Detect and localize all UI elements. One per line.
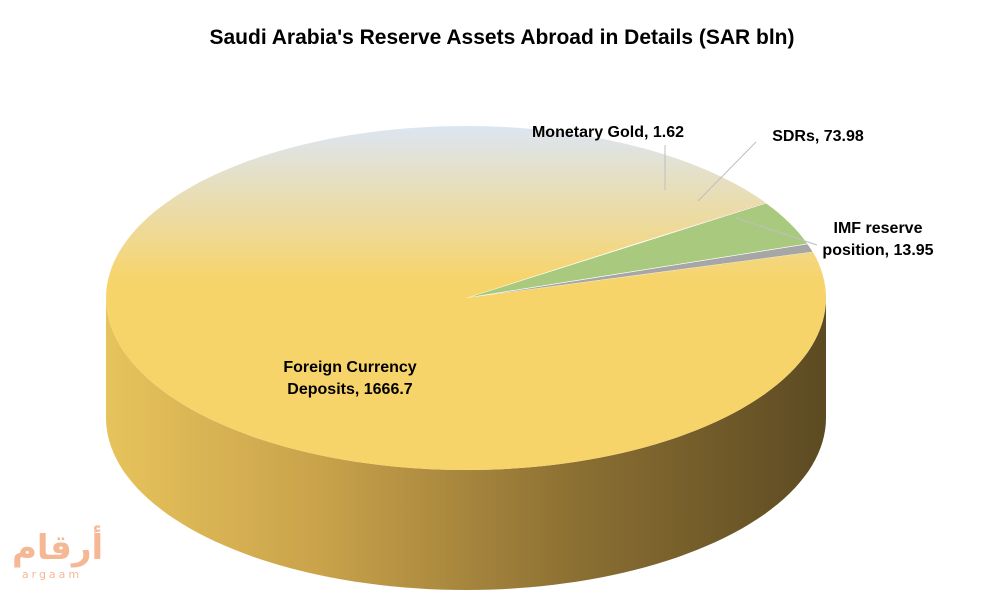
data-label-monetary-gold: Monetary Gold, 1.62 — [532, 124, 684, 141]
logo-latin-text: argaam — [21, 568, 83, 581]
pie-slice-sdrs — [465, 202, 809, 299]
data-label-line: SDRs, 73.98 — [772, 128, 864, 145]
data-label-foreign-currency-deposits: Foreign Currency Deposits, 1666.7 — [283, 359, 416, 398]
data-label-sdrs: SDRs, 73.98 — [772, 128, 864, 145]
data-label-line: IMF reserve — [834, 220, 923, 237]
data-label-line: Monetary Gold, 1.62 — [532, 124, 684, 141]
logo-arabic-text: أرقام — [12, 528, 104, 568]
pie-side-wall — [106, 298, 826, 590]
pie-slice-foreign-currency-deposits — [106, 126, 826, 470]
leader-line-imf-reserve-position — [735, 217, 818, 246]
leader-line-sdrs — [697, 141, 757, 202]
chart-title: Saudi Arabia's Reserve Assets Abroad in … — [210, 26, 795, 49]
argaam-logo: أرقام argaam — [12, 528, 104, 592]
data-label-imf-reserve-position: IMF reserve position, 13.95 — [822, 220, 933, 259]
data-label-line: position, 13.95 — [822, 242, 933, 259]
data-label-line: Foreign Currency — [283, 359, 416, 376]
data-label-line: Deposits, 1666.7 — [287, 381, 413, 398]
